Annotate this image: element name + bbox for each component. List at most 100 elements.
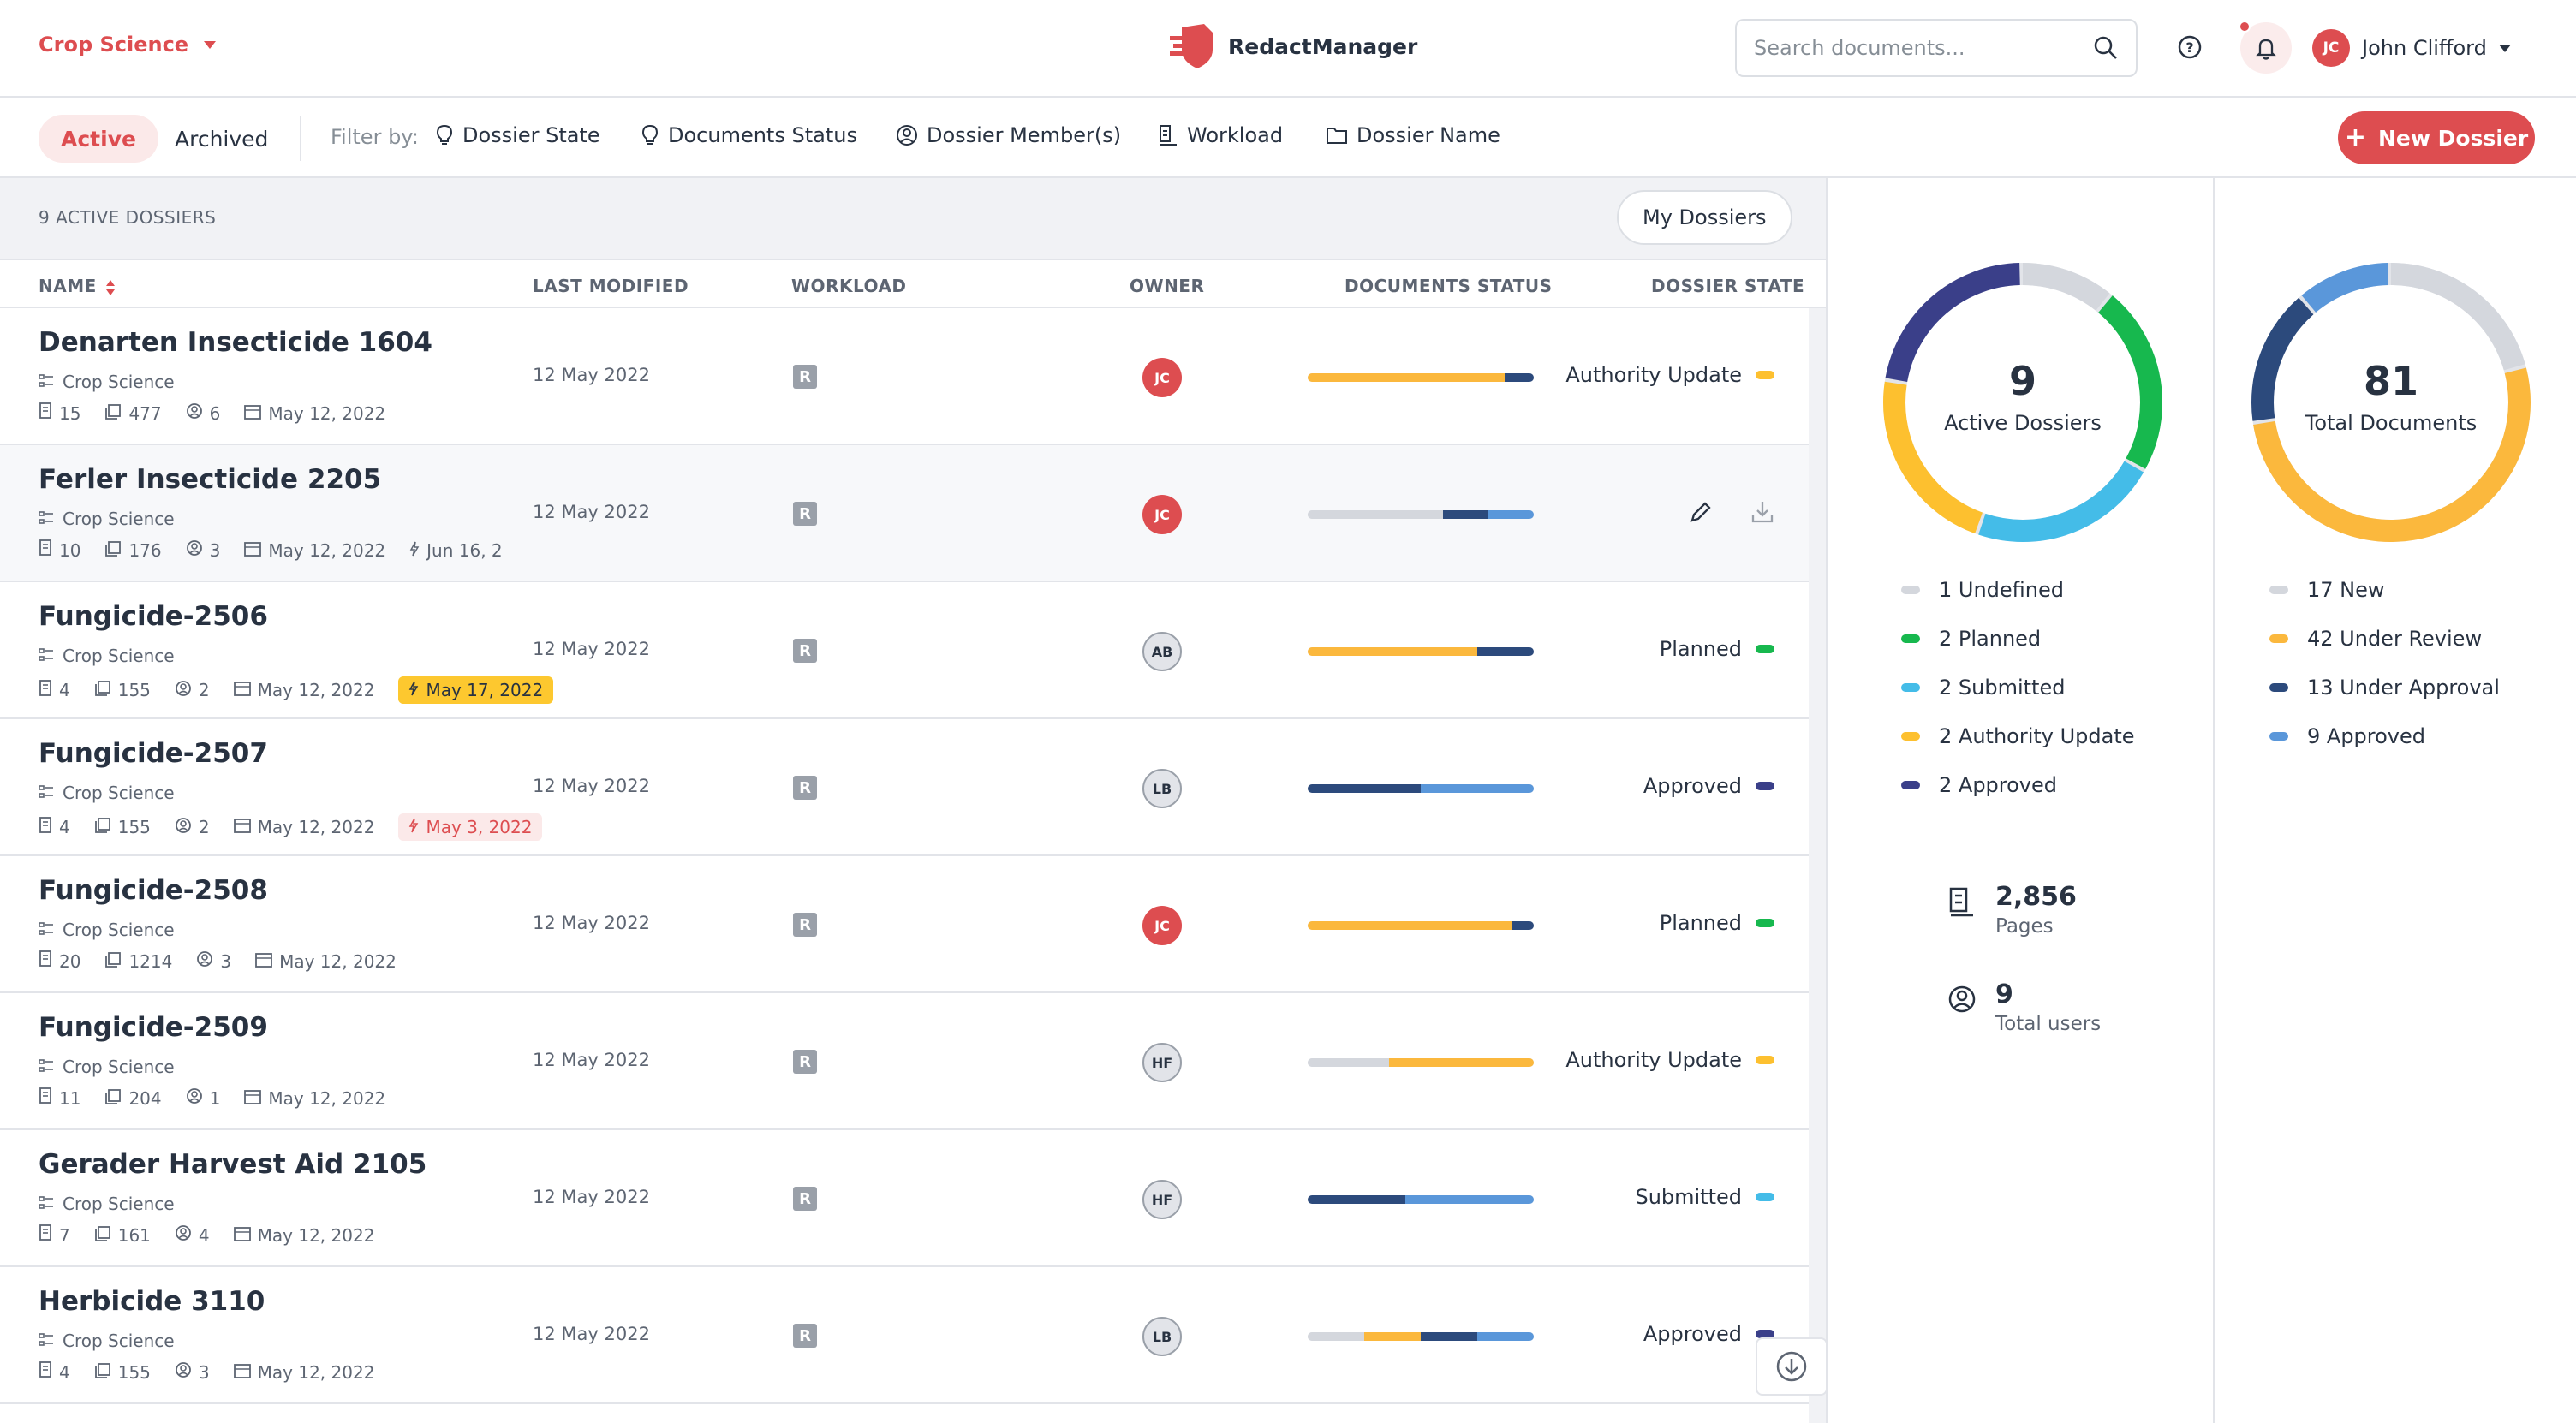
user-menu[interactable]: JC John Clifford [2312, 29, 2511, 67]
dossier-state-label: Planned [1659, 911, 1742, 935]
sort-icon[interactable] [105, 277, 116, 298]
due-date-badge: May 17, 2022 [398, 676, 554, 704]
team-name: Crop Science [63, 372, 175, 392]
help-button[interactable]: ? [2168, 26, 2211, 68]
dossier-name[interactable]: Fungicide-2507 [39, 738, 268, 769]
table-row[interactable]: Ferler Insecticide 2205 Crop Science 10 … [0, 445, 1809, 582]
column-modified[interactable]: LAST MODIFIED [533, 276, 689, 296]
created-group: May 12, 2022 [233, 1362, 374, 1383]
table-row[interactable]: Herbicide 3110 Crop Science 4 155 3 May … [0, 1267, 1809, 1404]
bolt-icon [408, 817, 419, 837]
search-box[interactable] [1735, 19, 2138, 77]
column-owner[interactable]: OWNER [1130, 276, 1205, 296]
dossier-list: 9 ACTIVE DOSSIERS My Dossiers NAME LAST … [0, 178, 1826, 1423]
user-circle-icon [1948, 985, 1976, 1013]
user-icon [175, 817, 192, 838]
pages-group: 155 [94, 817, 151, 837]
pages-count: 176 [128, 539, 162, 561]
filter-dossier-members[interactable]: Dossier Member(s) [896, 123, 1121, 147]
donut-segment [2251, 263, 2531, 542]
edit-icon[interactable] [1687, 498, 1714, 526]
owner-avatar[interactable]: HF [1142, 1180, 1182, 1219]
tab-active[interactable]: Active [39, 115, 158, 163]
pages-icon [104, 540, 122, 561]
table-row[interactable]: Fungicide-2509 Crop Science 11 204 1 May… [0, 993, 1809, 1130]
filter-workload[interactable]: Workload [1158, 123, 1283, 147]
pages-icon [104, 951, 122, 972]
owner-avatar[interactable]: LB [1142, 1317, 1182, 1356]
members-group: 3 [196, 950, 231, 972]
workload-badge: R [793, 502, 817, 526]
dossier-team: Crop Science [39, 509, 175, 529]
status-segment [1308, 1332, 1364, 1341]
dossier-name[interactable]: Fungicide-2509 [39, 1012, 268, 1043]
dossier-state: Submitted [1635, 1185, 1774, 1209]
pages-icon [94, 1362, 111, 1383]
dossier-state-label: Authority Update [1565, 1048, 1742, 1072]
table-row[interactable]: Denarten Insecticide 1604 Crop Science 1… [0, 308, 1809, 445]
user-circle-icon [897, 125, 917, 146]
status-segment [1308, 784, 1421, 793]
documents-status-legend: 17 New 42 Under Review 13 Under Approval… [2269, 565, 2500, 760]
my-dossiers-toggle[interactable]: My Dossiers [1617, 190, 1792, 245]
scroll-down-button[interactable] [1756, 1337, 1828, 1396]
legend-item[interactable]: 2 Planned [1901, 614, 2135, 663]
status-segment [1421, 784, 1534, 793]
legend-item[interactable]: 2 Approved [1901, 760, 2135, 809]
members-group: 2 [175, 680, 210, 701]
tab-archived[interactable]: Archived [175, 126, 269, 152]
documents-count: 11 [59, 1087, 81, 1109]
legend-item[interactable]: 17 New [2269, 565, 2500, 614]
dossier-meta: 4 155 2 May 12, 2022 May 3, 2022 [39, 813, 543, 841]
legend-item[interactable]: 42 Under Review [2269, 614, 2500, 663]
dossier-name[interactable]: Ferler Insecticide 2205 [39, 464, 382, 495]
notifications-button[interactable] [2240, 22, 2292, 74]
scrollbar-track[interactable] [1809, 308, 1826, 1423]
status-segment [1504, 373, 1534, 382]
dossier-name[interactable]: Denarten Insecticide 1604 [39, 327, 432, 358]
workload-badge: R [793, 639, 817, 663]
owner-avatar[interactable]: HF [1142, 1043, 1182, 1082]
table-row[interactable]: Gerader Harvest Aid 2105 Crop Science 7 … [0, 1130, 1809, 1267]
table-row[interactable]: Fungicide-2507 Crop Science 4 155 2 May … [0, 719, 1809, 856]
dossier-name[interactable]: Herbicide 3110 [39, 1286, 265, 1317]
search-icon[interactable] [2093, 35, 2119, 61]
workspace-selector[interactable]: Crop Science [39, 33, 217, 57]
legend-item[interactable]: 1 Undefined [1901, 565, 2135, 614]
search-input[interactable] [1754, 36, 2093, 60]
team-name: Crop Science [63, 920, 175, 940]
documents-count: 4 [59, 817, 70, 837]
owner-avatar[interactable]: JC [1142, 906, 1182, 945]
new-dossier-button[interactable]: + New Dossier [2338, 111, 2535, 164]
legend-label: 2 Planned [1939, 626, 2042, 651]
column-dossier-state[interactable]: DOSSIER STATE [1651, 276, 1805, 296]
table-row[interactable]: Fungicide-2508 Crop Science 20 1214 3 Ma… [0, 856, 1809, 993]
owner-avatar[interactable]: JC [1142, 495, 1182, 534]
filter-dossier-name[interactable]: Dossier Name [1326, 123, 1500, 147]
column-name[interactable]: NAME [39, 276, 116, 298]
chevron-down-icon [204, 40, 217, 49]
download-icon[interactable] [1749, 498, 1776, 526]
pages-count: 2,856 [1995, 882, 2077, 912]
dossier-state: Approved [1643, 1322, 1774, 1346]
calendar-icon [244, 540, 262, 561]
due-date: Jun 16, 202: [426, 539, 501, 561]
pages-count: 155 [117, 680, 151, 700]
dossier-name[interactable]: Fungicide-2506 [39, 601, 268, 632]
owner-avatar[interactable]: AB [1142, 632, 1182, 671]
legend-item[interactable]: 2 Authority Update [1901, 712, 2135, 760]
donut-segment [1883, 263, 2162, 542]
legend-item[interactable]: 13 Under Approval [2269, 663, 2500, 712]
owner-avatar[interactable]: LB [1142, 769, 1182, 808]
filter-dossier-state[interactable]: Dossier State [435, 123, 600, 147]
owner-avatar[interactable]: JC [1142, 358, 1182, 397]
dossier-name[interactable]: Fungicide-2508 [39, 875, 268, 906]
filter-documents-status[interactable]: Documents Status [641, 123, 857, 147]
pages-count: 161 [117, 1224, 151, 1246]
legend-item[interactable]: 9 Approved [2269, 712, 2500, 760]
legend-item[interactable]: 2 Submitted [1901, 663, 2135, 712]
documents-group: 20 [39, 950, 80, 972]
dossier-name[interactable]: Gerader Harvest Aid 2105 [39, 1149, 427, 1180]
table-row[interactable]: Fungicide-2506 Crop Science 4 155 2 May … [0, 582, 1809, 719]
row-actions [1687, 498, 1776, 526]
